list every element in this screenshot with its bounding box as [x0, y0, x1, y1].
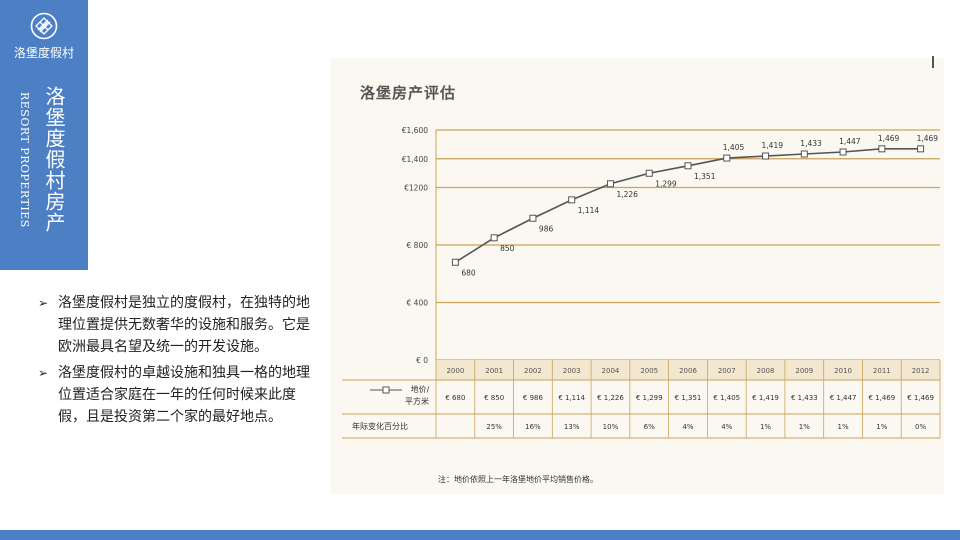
bullet-text: 洛堡度假村是独立的度假村，在独特的地理位置提供无数奢华的设施和服务。它是欧洲最具… — [58, 295, 310, 355]
bullet-item: ➢ 洛堡度假村的卓越设施和独具一格的地理位置适合家庭在一年的任何时候来此度假，且… — [38, 362, 316, 428]
data-label: 1,419 — [762, 141, 784, 150]
change-cell: 4% — [721, 423, 732, 431]
data-point — [839, 148, 847, 156]
price-cell: € 1,447 — [830, 394, 857, 402]
x-tick-label: 2010 — [834, 367, 852, 375]
change-cell: 13% — [564, 423, 580, 431]
y-tick-label: €1,600 — [402, 126, 428, 135]
x-tick-label: 2006 — [679, 367, 697, 375]
data-point — [490, 234, 498, 242]
price-cell: € 1,299 — [636, 394, 663, 402]
bullet-text: 洛堡度假村的卓越设施和独具一格的地理位置适合家庭在一年的任何时候来此度假，且是投… — [58, 365, 310, 425]
x-tick-label: 2002 — [524, 367, 542, 375]
bullet-list: ➢ 洛堡度假村是独立的度假村，在独特的地理位置提供无数奢华的设施和服务。它是欧洲… — [38, 292, 316, 432]
corner-mark — [932, 56, 934, 68]
data-label: 1,447 — [839, 137, 861, 146]
y-tick-label: € 800 — [407, 241, 429, 250]
change-cell: 1% — [760, 423, 771, 431]
bullet-item: ➢ 洛堡度假村是独立的度假村，在独特的地理位置提供无数奢华的设施和服务。它是欧洲… — [38, 292, 316, 358]
data-point — [451, 258, 459, 266]
x-tick-label: 2000 — [446, 367, 464, 375]
data-label: 1,299 — [655, 179, 677, 188]
price-cell: € 1,114 — [558, 394, 585, 402]
bottom-bar — [0, 530, 960, 540]
data-point — [762, 152, 770, 160]
change-cell: 4% — [682, 423, 693, 431]
data-point — [800, 150, 808, 158]
data-label: 1,405 — [723, 143, 745, 152]
chart-note: 注：地价依照上一年洛堡地价平均销售价格。 — [438, 474, 598, 484]
x-tick-label: 2007 — [718, 367, 736, 375]
change-cell: 6% — [644, 423, 655, 431]
lattice-circle-logo-icon — [30, 12, 58, 40]
chart-title: 洛堡房产评估 — [360, 84, 457, 102]
section-title-cn: 洛堡度假村房产 — [42, 86, 66, 233]
sidebar-notch — [0, 200, 88, 270]
change-cell: 1% — [876, 423, 887, 431]
data-label: 1,226 — [616, 190, 638, 199]
price-cell: € 1,351 — [675, 394, 702, 402]
year-row-band — [436, 360, 940, 380]
data-label: 680 — [461, 268, 476, 277]
change-cell: 16% — [525, 423, 541, 431]
price-cell: € 1,469 — [868, 394, 895, 402]
x-tick-label: 2012 — [912, 367, 930, 375]
bullet-arrow-icon: ➢ — [38, 366, 49, 380]
data-point — [684, 162, 692, 170]
section-title-en: RESORT PROPERTIES — [18, 92, 31, 228]
price-cell: € 986 — [523, 394, 544, 402]
data-point — [917, 145, 925, 153]
data-point — [529, 214, 537, 222]
data-label: 1,433 — [800, 139, 822, 148]
bullet-arrow-icon: ➢ — [38, 296, 49, 310]
price-cell: € 1,433 — [791, 394, 818, 402]
data-label: 1,351 — [694, 172, 716, 181]
data-point — [878, 145, 886, 153]
data-point — [723, 154, 731, 162]
valuation-line-chart: €1,600 €1,400 €1200 € 800 € 400 € 0 2000 2001 20… — [342, 126, 941, 484]
data-label: 1,469 — [878, 134, 900, 143]
x-tick-label: 2008 — [757, 367, 775, 375]
y-tick-label: €1,400 — [402, 155, 428, 164]
legend-marker — [382, 386, 390, 394]
change-cell: 10% — [603, 423, 619, 431]
x-tick-label: 2005 — [640, 367, 658, 375]
legend-label-line-2: 平方米 — [405, 396, 429, 406]
change-cell: 25% — [486, 423, 502, 431]
brand-name: 洛堡度假村 — [13, 46, 74, 60]
price-cell: € 1,419 — [752, 394, 779, 402]
change-cell: 1% — [799, 423, 810, 431]
price-cell: € 680 — [445, 394, 465, 402]
y-tick-label: €1200 — [404, 184, 428, 193]
data-label: 850 — [500, 244, 515, 253]
price-cell: € 1,226 — [597, 394, 624, 402]
price-cell: € 1,405 — [713, 394, 740, 402]
data-label: 1,469 — [917, 134, 939, 143]
price-cell: € 850 — [484, 394, 504, 402]
x-tick-label: 2009 — [795, 367, 813, 375]
y-tick-label: € 400 — [407, 299, 429, 308]
x-tick-label: 2011 — [873, 367, 891, 375]
y-tick-label: € 0 — [416, 356, 428, 365]
chart-card: 洛堡房产评估 €1,600 €1,400 €1200 € 800 € 400 € 0 200… — [330, 58, 944, 494]
x-tick-label: 2003 — [563, 367, 581, 375]
x-tick-label: 2001 — [485, 367, 503, 375]
data-label: 986 — [539, 224, 554, 233]
data-point — [568, 196, 576, 204]
legend-label-line-1: 地价/ — [411, 384, 430, 394]
change-row-label: 年际变化百分比 — [352, 421, 408, 431]
x-tick-label: 2004 — [602, 367, 620, 375]
price-cell: € 1,469 — [907, 394, 934, 402]
data-point — [606, 180, 614, 188]
change-cell: 1% — [838, 423, 849, 431]
change-cell: 0% — [915, 423, 926, 431]
data-label: 1,114 — [578, 206, 600, 215]
data-point — [645, 169, 653, 177]
